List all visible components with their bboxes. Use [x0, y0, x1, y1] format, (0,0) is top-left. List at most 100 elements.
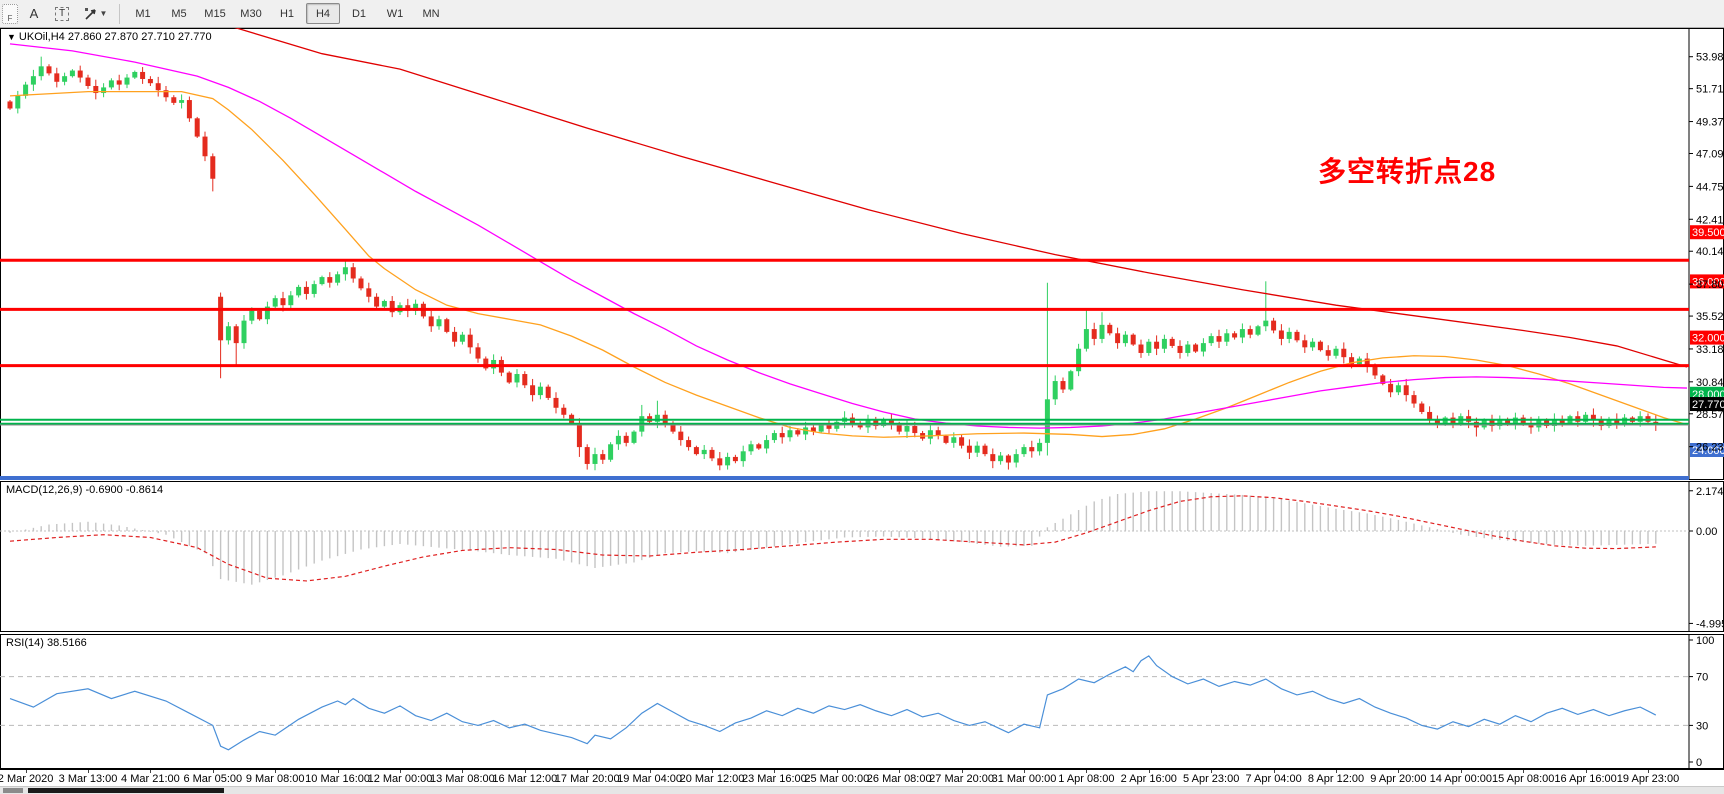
candle-body [1497, 418, 1503, 427]
level-36.000-badge-label: 36.000 [1692, 276, 1724, 288]
candle-body [1037, 442, 1043, 452]
rsi-panel[interactable]: 100 70 30 0 [0, 634, 1724, 769]
chart-annotation-text[interactable]: 多空转折点28 [1318, 156, 1497, 187]
time-label: 3 Mar 13:00 [58, 773, 118, 785]
chevron-down-icon: ▼ [99, 9, 108, 18]
candle-body [233, 326, 239, 344]
rsi-tick-label: 0 [1696, 757, 1702, 769]
text-tool-icon: T [54, 6, 70, 21]
time-tick [712, 770, 713, 773]
macd-values: -0.6900 -0.8614 [85, 484, 164, 496]
crosshair-cursor-icon [84, 7, 96, 20]
candle-body [1411, 395, 1417, 404]
candle-body [1388, 383, 1394, 393]
ma-red-slow-line [234, 28, 1688, 368]
timeframe-button-m15[interactable]: M15 [204, 7, 226, 20]
rsi-name: RSI(14) [6, 637, 44, 649]
candle-body [171, 97, 177, 103]
candle-body [912, 426, 918, 434]
candle-body [1068, 371, 1074, 390]
candle-body [803, 427, 809, 435]
timeframe-button-mn[interactable]: MN [422, 7, 440, 20]
candle-body [413, 303, 419, 311]
time-tick [1460, 770, 1462, 773]
font-tool-button[interactable]: A [29, 6, 39, 21]
candle-body [452, 331, 458, 342]
candle-body [592, 454, 598, 464]
timeframe-button-m1[interactable]: M1 [135, 7, 151, 20]
text-label-tool-button[interactable]: T [49, 2, 75, 25]
candle-body [147, 78, 153, 84]
timeframe-button-w1[interactable]: W1 [386, 7, 404, 20]
candle-body [818, 424, 824, 432]
price-tick-label: 26.230 [1696, 442, 1724, 454]
timeframe-button-h4[interactable]: H4 [306, 3, 340, 24]
candle-body [444, 319, 450, 332]
price-tick-label: 35.525 [1696, 311, 1724, 323]
candle-body [342, 267, 348, 275]
candle-body [982, 445, 988, 455]
cursor-tool-button[interactable]: ▼ [77, 2, 113, 25]
timeframe-button-h1[interactable]: H1 [279, 7, 295, 20]
candle-body [77, 70, 83, 78]
candle-body [30, 76, 36, 85]
macd-indicator-label: MACD(12,26,9) -0.6900 -0.8614 [6, 484, 163, 496]
price-tick-label: 47.095 [1696, 149, 1724, 161]
candle-body [1122, 334, 1128, 344]
candle-body [467, 334, 473, 348]
candle-body [1278, 330, 1284, 339]
candle-body [1185, 344, 1191, 353]
ohlc-values: 27.860 27.870 27.710 27.770 [67, 31, 212, 43]
candle-body [225, 326, 231, 341]
candle-body [506, 372, 512, 383]
horizontal-scrollbar[interactable] [0, 786, 1724, 794]
symbol-dropdown-icon[interactable]: ▼ [7, 32, 16, 42]
candle-body [522, 374, 528, 386]
time-tick [212, 770, 214, 773]
candle-body [101, 87, 107, 94]
candle-body [1208, 336, 1214, 344]
candle-body [1333, 348, 1339, 356]
candle-body [1551, 418, 1557, 427]
timeframe-button-d1[interactable]: D1 [351, 7, 367, 20]
time-tick [150, 770, 152, 773]
candle-body [1341, 348, 1347, 358]
time-tick [587, 770, 589, 773]
candle-body [15, 95, 21, 109]
time-label: 14 Apr 00:00 [1429, 773, 1492, 785]
candle-body [756, 444, 762, 449]
candle-body [943, 435, 949, 443]
candle-body [1349, 357, 1355, 365]
price-tick-label: 28.570 [1696, 409, 1724, 421]
candle-body [108, 80, 114, 88]
candle-body [280, 298, 286, 306]
level-39.500-badge-label: 39.500 [1692, 227, 1724, 239]
timeframe-button-m5[interactable]: M5 [171, 7, 187, 20]
price-chart-panel[interactable]: 39.50036.00032.00028.00024.00027.77053.9… [0, 28, 1724, 480]
candle-body [124, 77, 130, 85]
scrollbar-grip[interactable] [3, 788, 23, 793]
candle-body [1395, 385, 1401, 393]
time-tick [337, 770, 339, 773]
time-label: 10 Mar 16:00 [305, 773, 371, 785]
macd-panel[interactable]: 2.1745 0.00 -4.9955 [0, 481, 1724, 632]
candle-body [1419, 403, 1425, 412]
candle-body [1130, 334, 1136, 345]
scrollbar-thumb[interactable] [28, 788, 224, 793]
time-label: 6 Mar 05:00 [183, 773, 243, 785]
candle-body [54, 73, 60, 82]
time-label: 25 Mar 00:00 [804, 773, 870, 785]
candle-body [740, 451, 746, 462]
candle-body [1606, 418, 1612, 427]
time-label: 13 Mar 08:00 [429, 773, 495, 785]
candle-body [1044, 399, 1050, 443]
price-tick-label: 49.370 [1696, 117, 1724, 129]
candle-body [38, 66, 44, 77]
candle-body [1232, 333, 1238, 338]
toolbar: F A T ▼ M1 M5 M15 M30 H1 H4 D1 W1 MN [0, 0, 1724, 28]
chart-title[interactable]: ▼ UKOil,H4 27.860 27.870 27.710 27.770 [7, 31, 212, 43]
candle-body [1559, 418, 1565, 424]
toolbar-grip-icon[interactable]: F [2, 3, 18, 24]
timeframe-button-m30[interactable]: M30 [240, 7, 262, 20]
candle-body [1294, 331, 1300, 341]
